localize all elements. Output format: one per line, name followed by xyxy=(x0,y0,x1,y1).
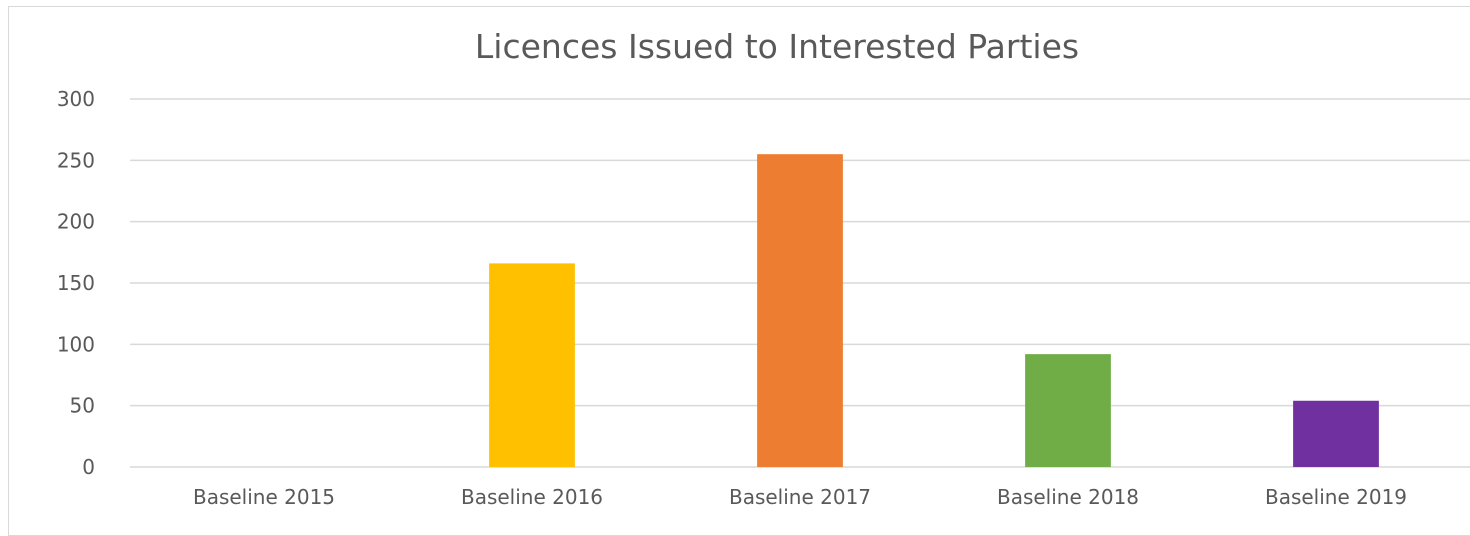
x-tick-label: Baseline 2015 xyxy=(193,485,335,509)
y-axis-ticks: 0 50 100 150 200 250 300 xyxy=(57,87,95,479)
bar-baseline-2017 xyxy=(757,154,843,467)
y-tick-label: 0 xyxy=(82,455,95,479)
x-tick-label: Baseline 2017 xyxy=(729,485,871,509)
x-tick-label: Baseline 2018 xyxy=(997,485,1139,509)
bar-baseline-2018 xyxy=(1025,354,1111,467)
y-tick-label: 50 xyxy=(70,394,95,418)
bar-chart: Licences Issued to Interested Parties 0 5… xyxy=(57,27,1470,509)
x-tick-label: Baseline 2019 xyxy=(1265,485,1407,509)
chart-frame xyxy=(8,6,1470,536)
y-tick-label: 100 xyxy=(57,332,95,356)
x-tick-label: Baseline 2016 xyxy=(461,485,603,509)
y-tick-label: 300 xyxy=(57,87,95,111)
y-tick-label: 150 xyxy=(57,271,95,295)
bar-baseline-2019 xyxy=(1293,400,1379,467)
bar-baseline-2016 xyxy=(489,263,575,467)
bars xyxy=(489,154,1379,467)
chart-title: Licences Issued to Interested Parties xyxy=(475,27,1079,66)
y-tick-label: 250 xyxy=(57,148,95,172)
x-axis-ticks: Baseline 2015 Baseline 2016 Baseline 2017 B… xyxy=(193,485,1407,509)
y-tick-label: 200 xyxy=(57,210,95,234)
